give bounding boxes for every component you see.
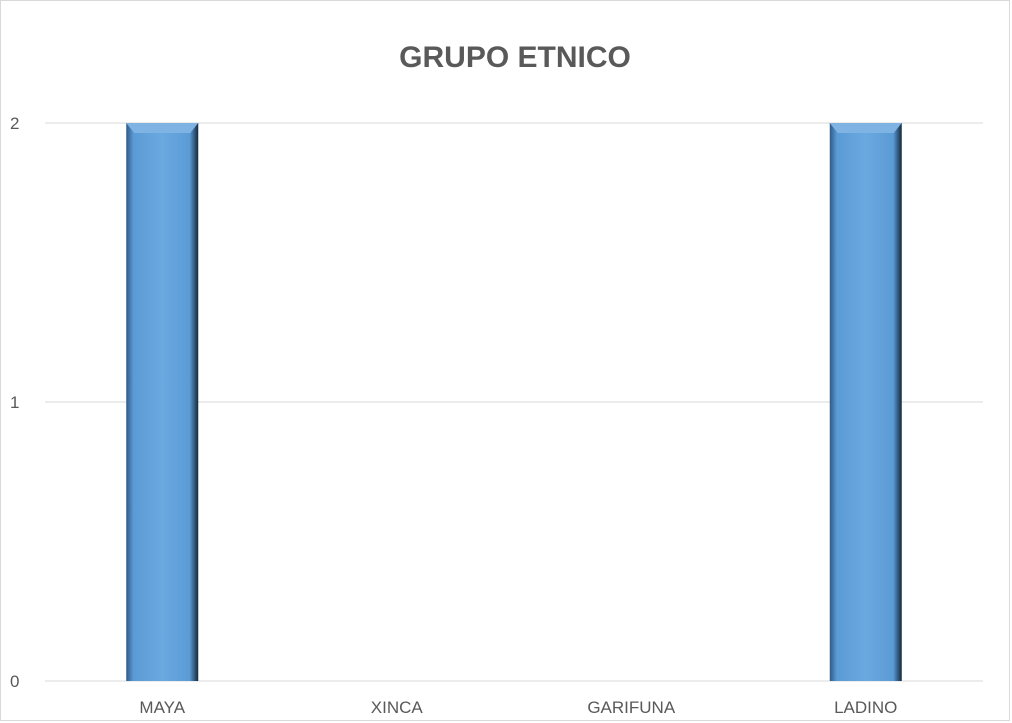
bar-maya (126, 123, 199, 681)
chart-title: GRUPO ETNICO (399, 41, 631, 74)
x-category-label: LADINO (834, 698, 897, 717)
bar-body (126, 123, 199, 681)
bar-ladino (829, 123, 902, 681)
y-tick-label: 1 (10, 393, 19, 412)
x-category-label: GARIFUNA (587, 698, 676, 717)
x-axis-categories: MAYA XINCA GARIFUNA LADINO (139, 698, 897, 717)
grid-lines (45, 122, 983, 682)
y-tick-label: 0 (10, 672, 19, 691)
y-tick-label: 2 (10, 114, 19, 133)
bar-bevel (829, 123, 902, 133)
bar-body (829, 123, 902, 681)
bars (126, 123, 902, 681)
y-axis-ticks: 0 1 2 (10, 114, 19, 691)
x-category-label: MAYA (139, 698, 185, 717)
bar-bevel (126, 123, 199, 133)
x-category-label: XINCA (371, 698, 424, 717)
